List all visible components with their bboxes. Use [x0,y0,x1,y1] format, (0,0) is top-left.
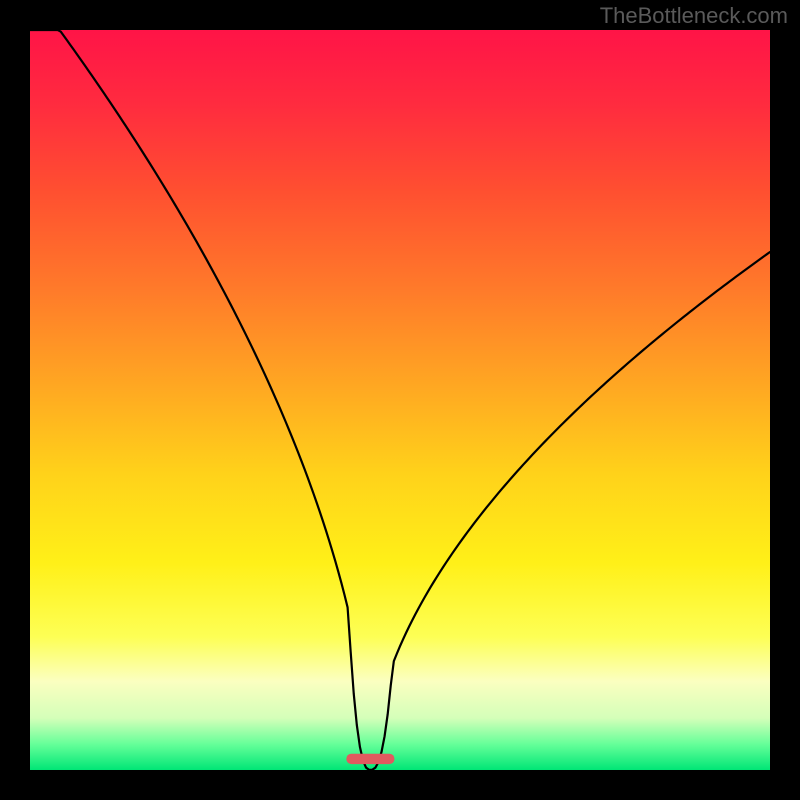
bottleneck-chart: TheBottleneck.com [0,0,800,800]
plot-gradient-background [30,30,770,770]
optimal-range-marker [346,754,394,764]
watermark-text: TheBottleneck.com [600,3,788,28]
